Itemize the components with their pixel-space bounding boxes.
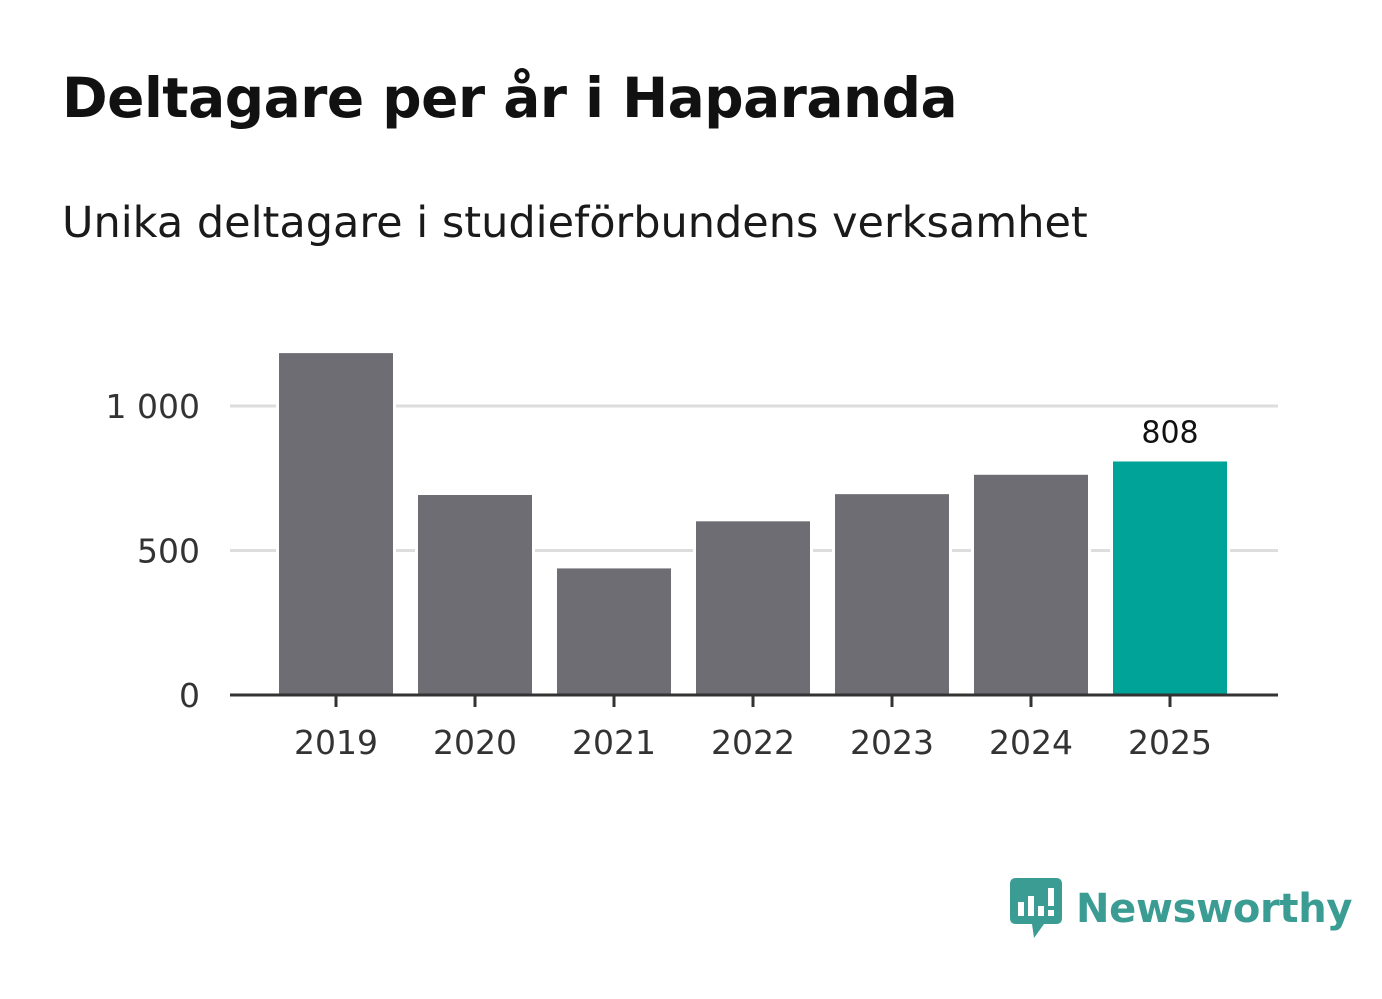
bar-chart: 2019 2020 2021 2022 2023 2024 2025 0 500 1 000 808 [106,353,1278,762]
bar-2023 [835,494,949,695]
y-tick-label: 500 [137,532,200,571]
x-tick-label-2021: 2021 [572,723,656,762]
x-tick-label-2024: 2024 [989,723,1073,762]
newsworthy-logo-icon [1010,878,1062,938]
bar-2024 [974,474,1088,695]
bar-2021 [557,568,671,695]
y-tick-label: 1 000 [106,387,200,426]
bar-2019 [279,353,393,695]
x-tick-label-2025: 2025 [1128,723,1212,762]
brand-name: Newsworthy [1076,886,1353,932]
newsworthy-logo: Newsworthy [1010,878,1353,940]
y-tick-label: 0 [179,676,200,715]
bar-2025 [1113,461,1227,695]
x-tick-label-2019: 2019 [294,723,378,762]
data-label: 808 [1141,415,1198,450]
x-tick-label-2020: 2020 [433,723,517,762]
bar-2022 [696,521,810,695]
chart-title: Deltagare per år i Haparanda [62,66,958,130]
x-tick-label-2022: 2022 [711,723,795,762]
bar-2020 [418,495,532,695]
x-tick-label-2023: 2023 [850,723,934,762]
chart-subtitle: Unika deltagare i studieförbundens verks… [62,198,1088,248]
